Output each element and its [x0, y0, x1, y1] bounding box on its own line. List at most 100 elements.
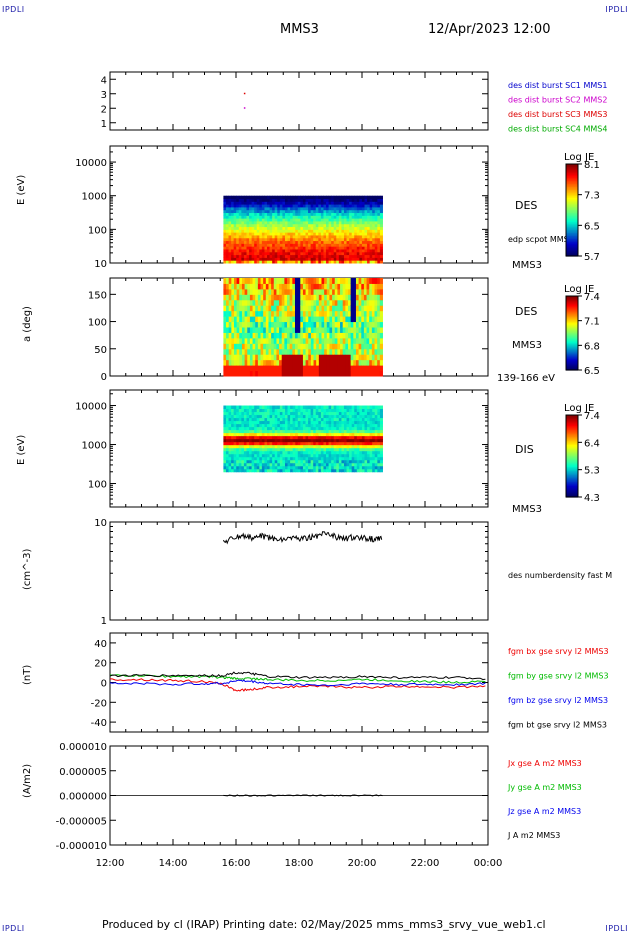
spectrogram-cell: [358, 370, 362, 377]
spectrogram-cell: [323, 254, 327, 258]
spectrogram-cell: [367, 408, 371, 413]
spectrogram-cell: [277, 195, 281, 200]
spectrogram-cell: [243, 198, 247, 202]
spectrogram-cell: [282, 229, 286, 233]
spectrogram-cell: [310, 257, 314, 261]
spectrogram-cell: [338, 209, 342, 214]
spectrogram-cell: [274, 218, 278, 222]
spectrogram-cell: [340, 321, 344, 328]
spectrogram-cell: [302, 283, 307, 290]
spectrogram-cell: [273, 316, 277, 323]
spectrogram-cell: [269, 248, 273, 253]
spectrogram-cell: [334, 332, 338, 339]
spectrogram-cell: [290, 426, 294, 431]
spectrogram-cell: [276, 370, 280, 377]
spectrogram-cell: [343, 206, 348, 211]
burst-point: [243, 92, 246, 95]
spectrogram-cell: [328, 226, 332, 230]
spectrogram-cell: [233, 232, 237, 236]
spectrogram-cell: [287, 456, 291, 461]
spectrogram-cell: [274, 195, 278, 200]
spectrogram-cell: [261, 237, 265, 242]
spectrogram-cell: [333, 212, 337, 216]
spectrogram-cell: [334, 337, 338, 344]
spectrogram-cell: [364, 246, 368, 250]
spectrogram-cell: [234, 278, 238, 284]
spectrogram-cell: [284, 453, 289, 458]
spectrogram-cell: [356, 456, 360, 461]
spectrogram-cell: [282, 218, 286, 222]
spectrogram-cell: [336, 257, 340, 261]
panel-des-energy-ytick-label: 1000: [82, 192, 107, 203]
spectrogram-cell: [223, 337, 227, 344]
spectrogram-cell: [249, 447, 253, 452]
spectrogram-cell: [313, 417, 317, 422]
spectrogram-cell: [274, 450, 278, 455]
spectrogram-cell: [241, 365, 246, 372]
spectrogram-cell: [302, 288, 307, 295]
spectrogram-cell: [366, 365, 370, 372]
spectrogram-cell: [346, 223, 350, 228]
spectrogram-cell: [238, 429, 242, 434]
spectrogram-cell: [320, 229, 324, 233]
spectrogram-cell: [326, 438, 330, 443]
spectrogram-cell: [238, 243, 242, 247]
spectrogram-cell: [251, 462, 255, 467]
spectrogram-cell: [236, 232, 240, 236]
spectrogram-cell: [289, 278, 293, 284]
spectrogram-cell: [294, 294, 299, 301]
panel-des-energy-label: DES: [515, 199, 537, 212]
spectrogram-cell: [284, 229, 289, 233]
spectrogram-cell: [361, 232, 366, 236]
spectrogram-cell: [265, 359, 269, 366]
spectrogram-cell: [361, 468, 366, 473]
colorbar-cell: [566, 234, 578, 237]
spectrogram-cell: [234, 288, 238, 295]
spectrogram-cell: [225, 417, 230, 422]
spectrogram-cell: [308, 408, 312, 413]
spectrogram-cell: [379, 198, 383, 202]
spectrogram-cell: [236, 251, 240, 256]
spectrogram-cell: [363, 337, 368, 344]
spectrogram-cell: [265, 370, 269, 377]
spectrogram-cell: [364, 435, 368, 440]
spectrogram-cell: [305, 465, 309, 470]
spectrogram-cell: [318, 370, 322, 377]
spectrogram-cell: [225, 462, 230, 467]
spectrogram-cell: [279, 305, 283, 312]
spectrogram-cell: [369, 468, 373, 473]
spectrogram-cell: [326, 206, 330, 211]
spectrogram-cell: [233, 462, 237, 467]
spectrogram-cell: [333, 218, 337, 222]
spectrogram-cell: [353, 348, 357, 355]
spectrogram-cell: [361, 229, 366, 233]
colorbar-cell: [566, 436, 578, 439]
spectrogram-cell: [361, 435, 366, 440]
spectrogram-cell: [225, 453, 230, 458]
spectrogram-cell: [323, 226, 327, 230]
colorbar-dis-energy-tick-label: 4.3: [584, 493, 600, 504]
colorbar-cell: [566, 251, 578, 254]
colorbar-des-energy-tick-label: 5.7: [584, 252, 600, 263]
spectrogram-cell: [315, 232, 319, 236]
spectrogram-cell: [349, 432, 353, 437]
spectrogram-cell: [310, 212, 314, 216]
spectrogram-cell: [345, 370, 349, 377]
spectrogram-cell: [305, 327, 309, 333]
spectrogram-cell: [348, 348, 352, 355]
spectrogram-cell: [238, 257, 242, 261]
spectrogram-cell: [272, 453, 276, 458]
spectrogram-cell: [320, 441, 324, 446]
spectrogram-cell: [379, 299, 383, 306]
spectrogram-cell: [264, 447, 268, 452]
spectrogram-cell: [369, 229, 373, 233]
spectrogram-cell: [346, 220, 350, 225]
spectrogram-cell: [358, 354, 362, 361]
spectrogram-cell: [294, 305, 299, 312]
spectrogram-cell: [302, 423, 307, 428]
spectrogram-cell: [267, 218, 271, 222]
spectrogram-cell: [364, 453, 368, 458]
spectrogram-cell: [369, 310, 373, 317]
spectrogram-cell: [241, 450, 245, 455]
spectrogram-cell: [243, 453, 247, 458]
